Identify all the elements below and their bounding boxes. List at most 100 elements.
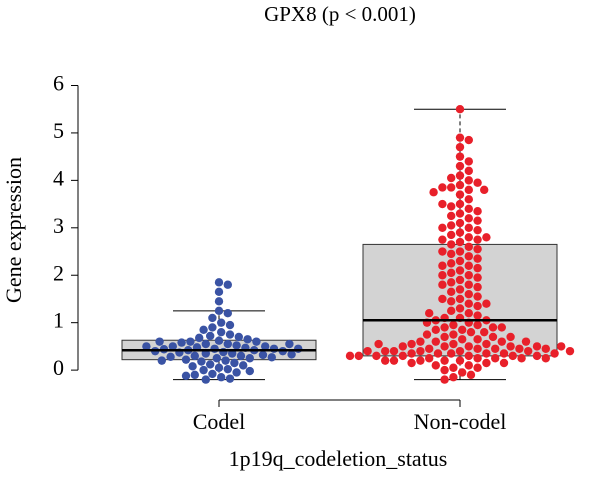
point	[438, 199, 447, 209]
point	[225, 320, 235, 330]
point	[447, 268, 456, 278]
point	[214, 278, 224, 287]
point	[473, 244, 482, 254]
point	[464, 233, 473, 242]
y-tick-label: 6	[53, 71, 64, 96]
point	[464, 252, 473, 261]
x-axis-title: 1p19q_codeletion_status	[229, 446, 448, 471]
point	[532, 342, 542, 351]
point	[466, 327, 476, 337]
point	[221, 356, 230, 365]
point	[488, 323, 498, 332]
point	[425, 344, 434, 353]
point	[223, 280, 232, 289]
point	[389, 346, 399, 356]
point	[438, 271, 447, 280]
point	[168, 342, 177, 351]
point	[464, 214, 473, 223]
point	[195, 333, 204, 343]
point	[464, 223, 473, 233]
point	[458, 368, 467, 377]
point	[438, 223, 447, 233]
point	[464, 308, 473, 318]
chart-title: GPX8 (p < 0.001)	[264, 2, 416, 26]
point	[447, 278, 456, 287]
point	[197, 357, 206, 366]
y-tick-label: 1	[53, 308, 64, 333]
point	[455, 256, 465, 266]
point	[285, 339, 294, 349]
point	[258, 350, 268, 360]
point	[464, 157, 473, 166]
point	[464, 280, 473, 289]
point	[438, 183, 447, 192]
point	[440, 365, 449, 375]
point	[455, 218, 465, 228]
point	[447, 240, 456, 249]
point	[407, 358, 416, 368]
point	[473, 311, 482, 320]
point	[464, 204, 473, 214]
point	[447, 259, 456, 268]
point	[223, 364, 232, 374]
point	[354, 351, 363, 361]
point	[449, 363, 458, 372]
point	[482, 358, 491, 368]
point	[438, 261, 447, 270]
point	[431, 361, 440, 370]
point	[232, 368, 241, 377]
point	[447, 297, 456, 306]
point	[294, 344, 303, 353]
point	[199, 365, 208, 375]
point	[464, 361, 473, 370]
point	[206, 331, 215, 341]
point	[422, 330, 432, 339]
point	[261, 342, 270, 351]
point	[464, 299, 473, 308]
point	[482, 233, 491, 242]
point	[190, 370, 199, 380]
point	[455, 105, 465, 114]
point	[438, 280, 447, 289]
point	[550, 349, 559, 358]
point	[177, 338, 186, 347]
point	[199, 325, 208, 334]
point	[464, 135, 473, 145]
point	[473, 282, 482, 292]
point	[208, 313, 217, 323]
point	[208, 369, 217, 379]
point	[491, 344, 500, 353]
point	[464, 195, 473, 204]
point	[473, 263, 482, 273]
point	[217, 373, 226, 382]
point	[440, 356, 449, 365]
point	[449, 339, 458, 349]
point	[473, 344, 482, 353]
point	[455, 275, 465, 285]
point	[217, 318, 226, 327]
point	[455, 266, 465, 275]
y-tick-label: 0	[53, 355, 64, 380]
point	[449, 373, 458, 382]
point	[447, 249, 456, 259]
point	[287, 350, 296, 359]
point	[458, 335, 467, 344]
point	[455, 161, 465, 171]
point	[541, 354, 550, 363]
point	[473, 225, 482, 235]
point	[447, 183, 456, 192]
point	[480, 327, 489, 337]
point	[455, 237, 465, 247]
point	[473, 335, 482, 344]
point	[425, 354, 434, 363]
y-tick-label: 5	[53, 118, 64, 143]
point	[473, 301, 482, 311]
point	[532, 351, 542, 361]
point	[181, 355, 191, 364]
point	[464, 176, 473, 185]
point	[190, 351, 199, 361]
point	[464, 351, 473, 361]
point	[455, 199, 465, 209]
point	[464, 261, 473, 270]
point	[398, 351, 407, 361]
